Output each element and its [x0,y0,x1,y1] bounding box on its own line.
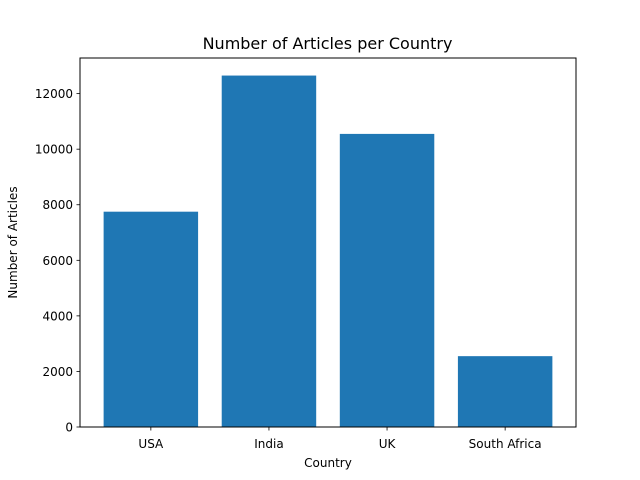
y-axis-title: Number of Articles [6,186,20,298]
x-tick-label: USA [138,437,164,451]
y-axis-ticks: 0 2000 4000 6000 8000 10000 12000 [35,87,80,435]
x-tick-label: South Africa [469,437,542,451]
x-axis-title: Country [304,456,352,470]
bar-usa [103,211,199,427]
y-tick-label: 10000 [35,143,73,157]
y-tick-label: 8000 [42,198,73,212]
x-tick-label: India [254,437,283,451]
chart-title: Number of Articles per Country [203,34,453,53]
bar-uk [339,133,435,427]
y-tick-label: 4000 [42,309,73,323]
x-tick-label: UK [379,437,397,451]
y-tick-label: 12000 [35,87,73,101]
y-tick-label: 0 [65,421,73,435]
bar-india [221,75,317,427]
y-tick-label: 2000 [42,365,73,379]
bars-group [103,75,553,427]
plot-frame [79,57,577,428]
y-tick-label: 6000 [42,254,73,268]
bar-south-africa [457,356,553,427]
x-axis-ticks: USA India UK South Africa [138,427,542,451]
